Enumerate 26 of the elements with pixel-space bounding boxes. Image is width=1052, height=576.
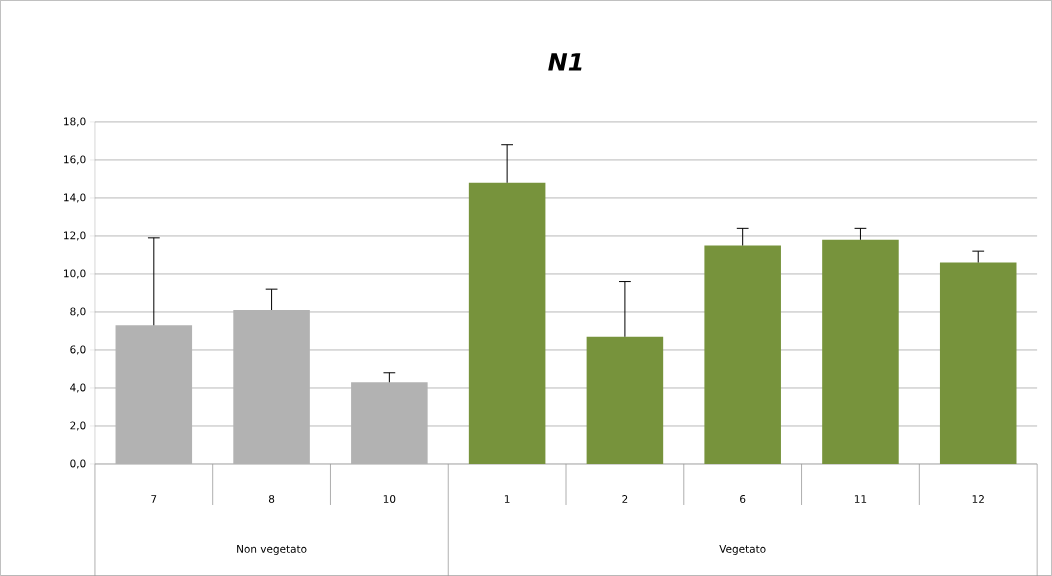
text: Vegetato: [719, 544, 766, 555]
bar: [586, 336, 664, 464]
x-tick-label: 6: [740, 494, 746, 503]
y-tick-label: 18,0: [64, 117, 86, 127]
x-tick-label: 11: [854, 494, 867, 503]
x-tick-label: 12: [972, 494, 984, 503]
bar: [822, 239, 899, 464]
bar: [939, 262, 1017, 464]
x-tick-label: 8: [268, 494, 275, 503]
y-tick-label: 14,0: [64, 193, 86, 203]
text: Non vegetato: [237, 544, 307, 555]
chart-title: N1: [548, 52, 582, 71]
y-tick-label: 8,0: [70, 307, 86, 317]
x-tick-label: 10: [383, 494, 396, 503]
x-tick-label: 1: [504, 494, 510, 503]
y-tick-label: 16,0: [64, 155, 86, 165]
y-tick-label: 0,0: [70, 459, 86, 469]
y-tick-label: 10,0: [64, 269, 86, 279]
y-tick-label: 6,0: [70, 345, 86, 355]
bar: [704, 245, 781, 464]
bar: [468, 182, 546, 464]
x-tick-label: 2: [622, 494, 628, 503]
x-tick-label: 7: [151, 494, 157, 503]
y-tick-label: 4,0: [70, 383, 86, 393]
y-tick-label: 12,0: [64, 231, 86, 241]
y-tick-label: 2,0: [70, 421, 86, 431]
